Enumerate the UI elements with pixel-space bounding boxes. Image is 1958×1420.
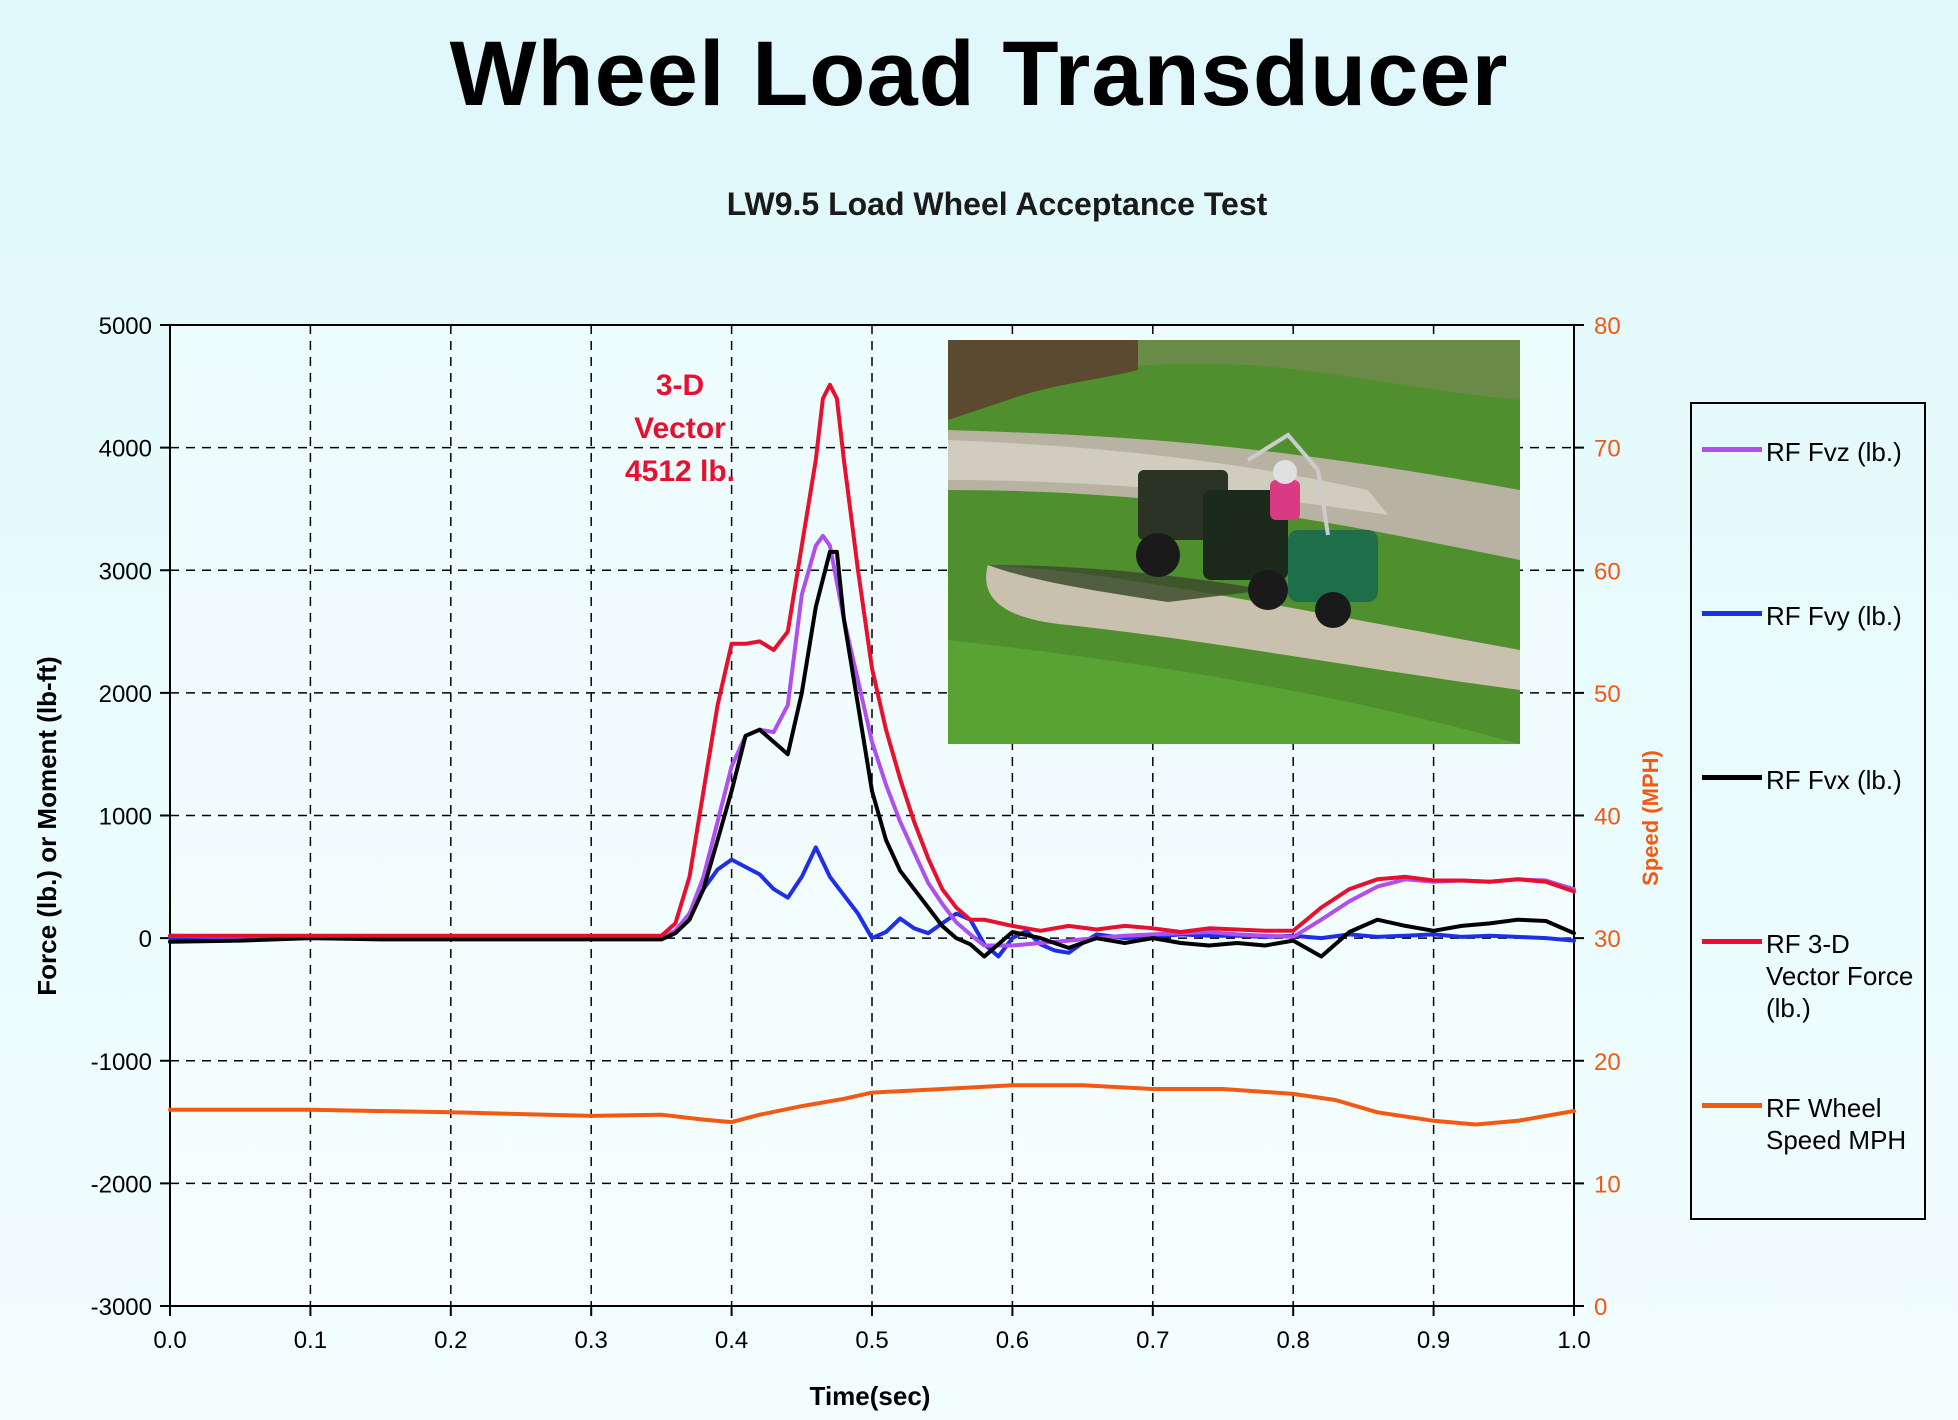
annotation-line-3: 4512 lb. [625, 455, 735, 488]
y2-tick-label: 30 [1594, 926, 1621, 953]
series-layer [168, 382, 1576, 1127]
y-tick-label: 5000 [99, 313, 152, 340]
legend-swatch [1702, 447, 1762, 452]
series-line [168, 382, 1576, 938]
series-line [168, 549, 1576, 959]
y-tick-label: 1000 [99, 804, 152, 831]
x-tick-label: 0.1 [294, 1327, 327, 1354]
legend-label: RF Fvx (lb.) [1766, 765, 1902, 795]
x-tick-label: 0.3 [575, 1327, 608, 1354]
legend-label: RF Wheel Speed MPH [1766, 1093, 1907, 1155]
y2-tick-label: 20 [1594, 1049, 1621, 1076]
y-tick-label: 0 [139, 926, 152, 953]
peak-annotation: 3-D Vector 4512 lb. [625, 369, 735, 488]
legend-swatch [1702, 1103, 1762, 1108]
y-tick-label: -3000 [91, 1294, 152, 1321]
y2-axis-label: Speed (MPH) [1638, 750, 1663, 886]
y-tick-label: -1000 [91, 1049, 152, 1076]
slide-title: Wheel Load Transducer [449, 23, 1509, 125]
annotation-line-2: Vector [634, 412, 726, 445]
y2-tick-label: 50 [1594, 681, 1621, 708]
axis-ticks: 0.0 0.1 0.2 0.3 0.4 0.5 0.6 0.7 0.8 0.9 1.05000400… [91, 313, 1621, 1354]
legend-swatch [1702, 775, 1762, 780]
y-tick-label: 2000 [99, 681, 152, 708]
legend-item: RF Fvx (lb.) [1702, 764, 1922, 796]
y2-tick-label: 70 [1594, 436, 1621, 463]
x-tick-label: 0.4 [715, 1327, 748, 1354]
x-tick-label: 0.7 [1136, 1327, 1169, 1354]
utv-photo-icon [948, 340, 1520, 744]
x-tick-label: 0.9 [1417, 1327, 1450, 1354]
legend-label: RF Fvy (lb.) [1766, 601, 1902, 631]
legend-label: RF 3-D Vector Force (lb.) [1766, 929, 1914, 1023]
y2-tick-label: 60 [1594, 558, 1621, 585]
x-tick-label: 0.2 [434, 1327, 467, 1354]
x-tick-label: 1.0 [1557, 1327, 1590, 1354]
x-tick-label: 0.5 [855, 1327, 888, 1354]
legend-item: RF Fvz (lb.) [1702, 436, 1922, 468]
annotation-line-1: 3-D [656, 369, 704, 402]
series-line [168, 533, 1576, 948]
chart-title: LW9.5 Load Wheel Acceptance Test [727, 186, 1268, 222]
legend-item: RF Wheel Speed MPH [1702, 1092, 1922, 1156]
x-tick-label: 0.6 [996, 1327, 1029, 1354]
legend-swatch [1702, 939, 1762, 944]
legend: RF Fvz (lb.) RF Fvy (lb.) RF Fvx (lb.) RF 3… [1690, 402, 1926, 1220]
y2-tick-label: 80 [1594, 313, 1621, 340]
x-tick-label: 0.8 [1277, 1327, 1310, 1354]
y2-tick-label: 0 [1594, 1294, 1607, 1321]
y-tick-label: 3000 [99, 558, 152, 585]
y2-tick-label: 40 [1594, 804, 1621, 831]
y-tick-label: -2000 [91, 1171, 152, 1198]
series-line [168, 1083, 1576, 1127]
y-axis-label: Force (lb.) or Moment (lb-ft) [32, 656, 62, 995]
legend-item: RF Fvy (lb.) [1702, 600, 1922, 632]
y-tick-label: 4000 [99, 436, 152, 463]
legend-label: RF Fvz (lb.) [1766, 437, 1902, 467]
x-tick-label: 0.0 [153, 1327, 186, 1354]
legend-swatch [1702, 611, 1762, 616]
x-axis-label: Time(sec) [810, 1381, 931, 1411]
legend-item: RF 3-D Vector Force (lb.) [1702, 928, 1922, 1024]
y2-tick-label: 10 [1594, 1171, 1621, 1198]
